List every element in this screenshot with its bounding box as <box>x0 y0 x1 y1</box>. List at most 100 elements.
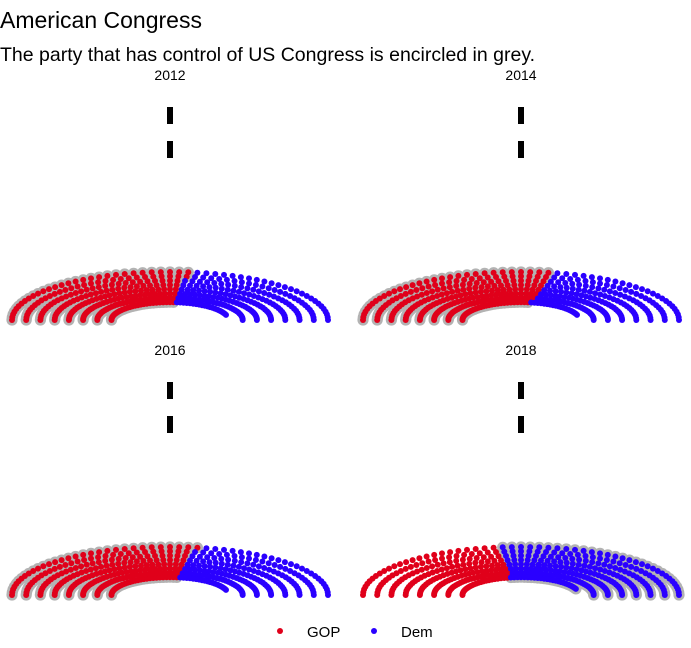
seat-dem <box>261 278 268 285</box>
panel-2018: 2018 <box>360 342 685 601</box>
seat-gop <box>376 295 383 302</box>
seat-gop <box>402 565 409 572</box>
seat-gop <box>81 282 88 288</box>
seat-gop <box>102 568 108 575</box>
seat-dem <box>268 555 275 562</box>
seat-dem <box>633 565 640 572</box>
seat-dem <box>223 276 230 283</box>
seat-dem <box>551 549 558 556</box>
seat-gop <box>147 291 153 298</box>
seat-gop <box>494 287 501 294</box>
seat-dem <box>221 546 227 553</box>
seat-dem <box>597 280 603 287</box>
seat-dem <box>639 561 645 568</box>
seat-dem <box>224 286 231 293</box>
seat-dem <box>619 280 626 287</box>
seat-dem <box>558 563 565 570</box>
seat-gop <box>459 281 466 288</box>
seat-gop <box>121 271 128 277</box>
seat-gop <box>133 283 140 290</box>
seat-gop <box>116 290 123 297</box>
seat-dem <box>563 284 570 291</box>
seat-dem <box>212 289 219 296</box>
seat-dem <box>632 559 639 566</box>
seat-gop <box>46 568 53 574</box>
seat-gop <box>455 272 462 279</box>
seat-gop <box>132 567 139 574</box>
seat-gop <box>67 566 74 573</box>
seat-dem <box>575 561 582 568</box>
seat-dem <box>573 566 580 573</box>
seat-dem <box>230 562 237 569</box>
seat-dem <box>650 290 656 297</box>
seat-dem <box>568 565 575 572</box>
seat-gop <box>68 560 75 567</box>
seat-gop <box>130 270 137 277</box>
seat-gop <box>397 568 404 574</box>
seat-dem <box>196 553 203 560</box>
seat-dem <box>221 271 227 278</box>
seat-dem <box>619 592 626 598</box>
axis-tick-mark <box>518 107 524 124</box>
seat-dem <box>563 564 570 571</box>
seat-gop <box>96 549 103 556</box>
seat-gop <box>447 274 454 281</box>
seat-gop <box>478 559 485 566</box>
seat-dem <box>216 551 223 557</box>
seat-dem <box>580 272 587 279</box>
seat-dem <box>206 284 213 291</box>
seat-dem <box>558 288 565 295</box>
seat-gop <box>87 291 94 298</box>
seat-gop <box>453 568 459 575</box>
seat-gop <box>476 550 483 557</box>
seat-dem <box>541 287 548 294</box>
seat-gop <box>423 565 430 571</box>
seat-dem <box>616 560 623 567</box>
seat-gop <box>167 273 173 280</box>
seat-gop <box>413 562 420 568</box>
seat-dem <box>547 567 554 574</box>
seat-dem <box>551 283 558 290</box>
seat-gop <box>137 292 144 299</box>
seat-dem <box>582 553 589 559</box>
seat-gop <box>464 546 470 553</box>
seat-dem <box>578 292 585 299</box>
seat-dem <box>275 282 282 289</box>
seat-gop <box>56 563 63 570</box>
seat-gop <box>518 282 524 288</box>
seat-dem <box>628 288 635 295</box>
seat-dem <box>206 559 213 566</box>
seat-dem <box>612 278 619 285</box>
seat-gop <box>72 278 79 285</box>
seat-dem <box>281 559 288 566</box>
seat-dem <box>617 566 624 573</box>
seat-dem <box>557 293 563 300</box>
seat-gop <box>403 559 410 566</box>
seat-dem <box>544 557 551 564</box>
seat-dem <box>259 558 266 565</box>
seat-gop <box>489 287 495 294</box>
seat-gop <box>479 568 485 575</box>
seat-gop <box>484 274 491 281</box>
seat-gop <box>102 553 109 559</box>
seat-gop <box>102 293 108 300</box>
seat-gop <box>454 287 461 294</box>
seat-dem <box>303 568 310 574</box>
seat-dem <box>196 292 203 299</box>
seat-dem <box>559 550 566 557</box>
seat-gop <box>447 549 454 556</box>
seat-dem <box>586 288 593 295</box>
seat-dem <box>253 317 260 323</box>
seat-gop <box>484 558 491 565</box>
seat-gop <box>102 557 109 564</box>
seat-dem <box>222 291 229 298</box>
seat-dem <box>538 566 544 573</box>
seat-gop <box>98 563 105 570</box>
seat-gop <box>35 290 41 297</box>
seat-gop <box>480 279 487 286</box>
seat-gop <box>104 272 111 279</box>
seat-gop <box>113 546 119 553</box>
seat-dem <box>610 558 617 565</box>
seat-dem <box>244 560 251 567</box>
seat-gop <box>35 565 41 572</box>
